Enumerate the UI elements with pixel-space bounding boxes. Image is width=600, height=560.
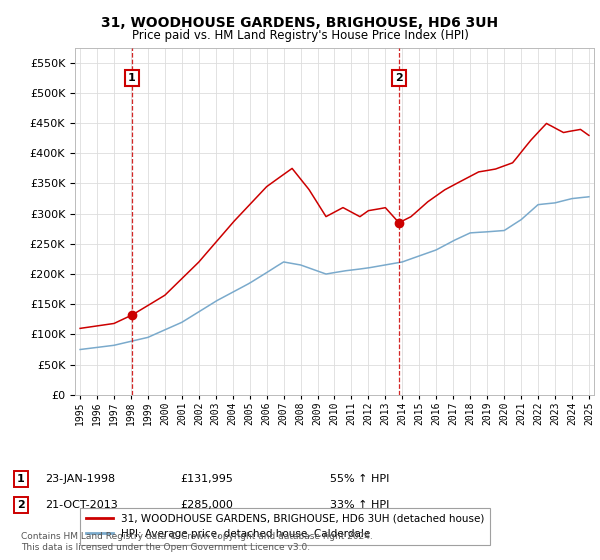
Text: 2: 2 <box>395 73 403 83</box>
Text: 21-OCT-2013: 21-OCT-2013 <box>45 500 118 510</box>
Text: £131,995: £131,995 <box>180 474 233 484</box>
Text: Price paid vs. HM Land Registry's House Price Index (HPI): Price paid vs. HM Land Registry's House … <box>131 29 469 42</box>
Text: 1: 1 <box>17 474 25 484</box>
Text: 31, WOODHOUSE GARDENS, BRIGHOUSE, HD6 3UH: 31, WOODHOUSE GARDENS, BRIGHOUSE, HD6 3U… <box>101 16 499 30</box>
Text: Contains HM Land Registry data © Crown copyright and database right 2024.
This d: Contains HM Land Registry data © Crown c… <box>21 533 373 552</box>
Text: £285,000: £285,000 <box>180 500 233 510</box>
Legend: 31, WOODHOUSE GARDENS, BRIGHOUSE, HD6 3UH (detached house), HPI: Average price, : 31, WOODHOUSE GARDENS, BRIGHOUSE, HD6 3U… <box>80 508 490 545</box>
Text: 23-JAN-1998: 23-JAN-1998 <box>45 474 115 484</box>
Text: 2: 2 <box>17 500 25 510</box>
Text: 1: 1 <box>128 73 136 83</box>
Text: 33% ↑ HPI: 33% ↑ HPI <box>330 500 389 510</box>
Text: 55% ↑ HPI: 55% ↑ HPI <box>330 474 389 484</box>
